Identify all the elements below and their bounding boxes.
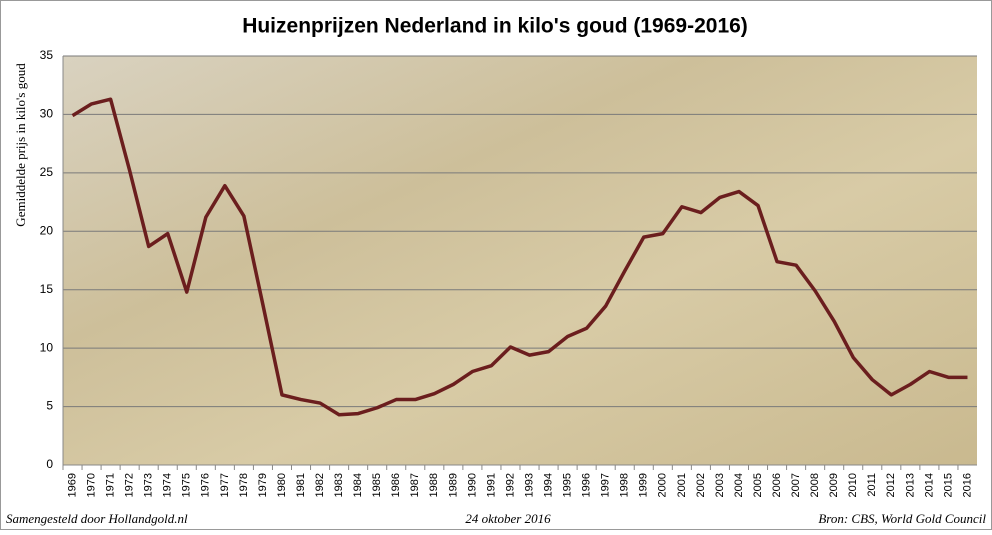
x-tick-label: 1969 [66,473,78,497]
x-tick-label: 1975 [181,473,193,497]
x-tick-label: 1972 [124,473,136,497]
x-tick-label: 1987 [409,473,421,497]
x-tick-label: 2013 [904,473,916,497]
footer-center: 24 oktober 2016 [465,511,551,526]
x-tick-label: 1992 [504,473,516,497]
x-tick-label: 1973 [143,473,155,497]
y-tick-label: 5 [46,399,53,413]
x-tick-label: 1995 [562,473,574,497]
x-tick-label: 1984 [352,473,364,497]
x-tick-label: 1989 [447,473,459,497]
x-tick-label: 1994 [542,473,554,497]
x-tick-label: 1977 [219,473,231,497]
data-line [71,97,968,417]
y-tick-label: 25 [40,165,54,179]
x-tick-label: 2010 [847,473,859,497]
x-tick-label: 1979 [257,473,269,497]
x-tick-label: 1981 [295,473,307,497]
x-tick-label: 1980 [276,473,288,497]
x-tick-label: 1988 [428,473,440,497]
x-tick-label: 2008 [809,473,821,497]
x-tick-label: 2007 [790,473,802,497]
footer-right: Bron: CBS, World Gold Council [818,511,986,526]
x-tick-label: 1978 [238,473,250,497]
x-tick-label: 2012 [885,473,897,497]
x-tick-label: 2002 [695,473,707,497]
x-tick-label: 1983 [333,473,345,497]
x-tick-label: 1999 [638,473,650,497]
x-tick-label: 2009 [828,473,840,497]
x-tick-label: 2005 [752,473,764,497]
chart-title: Huizenprijzen Nederland in kilo's goud (… [242,15,748,38]
y-tick-label: 15 [40,282,54,296]
y-axis-label: Gemiddelde prijs in kilo's goud [13,63,28,227]
x-tick-label: 1997 [600,473,612,497]
y-tick-label: 35 [40,48,54,62]
x-tick-label: 2011 [866,473,878,497]
y-tick-label: 10 [40,340,54,354]
x-tick-label: 2001 [676,473,688,497]
x-tick-label: 1996 [581,473,593,497]
x-tick-label: 2014 [923,473,935,497]
plot-background [63,56,977,465]
x-tick-label: 2000 [657,473,669,497]
x-tick-label: 1976 [200,473,212,497]
y-tick-label: 0 [46,457,53,471]
x-tick-label: 1974 [162,473,174,497]
x-tick-label: 1990 [466,473,478,497]
footer-left: Samengesteld door Hollandgold.nl [6,511,188,526]
x-tick-label: 2016 [961,473,973,497]
x-tick-label: 2004 [733,473,745,497]
x-tick-label: 1970 [85,473,97,497]
x-tick-label: 1998 [619,473,631,497]
x-tick-label: 1982 [314,473,326,497]
x-tick-label: 1985 [371,473,383,497]
y-tick-label: 20 [40,223,54,237]
x-tick-label: 1991 [485,473,497,497]
x-tick-label: 1971 [105,473,117,497]
x-tick-label: 1986 [390,473,402,497]
y-tick-label: 30 [40,107,54,121]
x-tick-label: 2003 [714,473,726,497]
x-tick-label: 1993 [523,473,535,497]
x-tick-label: 2015 [942,473,954,497]
x-tick-label: 2006 [771,473,783,497]
